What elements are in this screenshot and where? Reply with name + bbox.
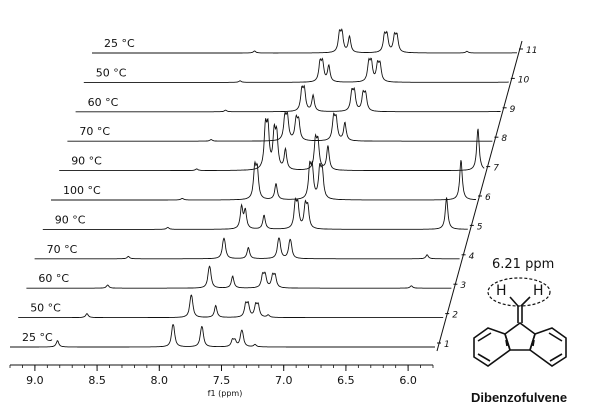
five-membered-ring [504, 322, 536, 351]
spectrum-trace-11 [92, 28, 517, 54]
temperature-label: 90 °C [71, 155, 102, 168]
temperature-label: 25 °C [104, 37, 135, 50]
left-ring-inner-2 [477, 353, 491, 362]
stack-index-label: 11 [526, 46, 537, 56]
x-tick-label: 6.0 [399, 374, 417, 387]
temperature-label: 25 °C [22, 331, 53, 344]
axes-layer [9, 40, 523, 371]
x-tick-label: 8.0 [151, 374, 169, 387]
dibenzofulvene-structure [473, 277, 567, 367]
right-ring-inner-3 [532, 339, 535, 347]
temperature-label: 100 °C [63, 184, 101, 197]
temperature-label: 70 °C [47, 243, 78, 256]
temperature-label: 90 °C [55, 213, 86, 226]
temperature-label: 50 °C [30, 302, 61, 315]
left-ring-inner-1 [477, 332, 492, 342]
stack-index-label: 10 [518, 75, 530, 85]
right-ring-inner-2 [549, 353, 563, 362]
ch-bond-right [520, 296, 531, 307]
stack-index-label: 1 [444, 340, 450, 350]
x-axis-label: f1 (ppm) [208, 389, 243, 398]
stack-index-label: 2 [452, 311, 458, 321]
chemical-shift-label: 6.21 ppm [492, 257, 555, 272]
x-tick-label: 6.5 [337, 374, 355, 387]
stack-index-label: 4 [469, 252, 475, 262]
spectrum-trace-4 [34, 237, 460, 260]
temperature-label: 60 °C [88, 96, 119, 109]
spectrum-trace-7 [59, 117, 485, 172]
spectrum-trace-1 [10, 324, 435, 348]
left-benzene-ring [473, 327, 511, 367]
stack-index-label: 6 [485, 193, 491, 203]
x-tick-label: 8.5 [88, 374, 106, 387]
temperature-label: 50 °C [96, 66, 127, 79]
temperature-label: 70 °C [79, 125, 110, 138]
x-tick-label: 7.5 [213, 374, 231, 387]
ch-bond-left [509, 296, 519, 307]
stack-index-label: 9 [510, 105, 516, 115]
hydrogen-left-label: H [496, 283, 507, 299]
traces-layer [10, 28, 517, 348]
right-benzene-ring [529, 327, 567, 367]
stack-index-label: 7 [493, 164, 499, 174]
right-ring-inner-1 [548, 332, 563, 342]
spectrum-trace-5 [42, 196, 468, 230]
x-tick-label: 9.0 [26, 374, 44, 387]
spectrum-trace-9 [75, 84, 501, 113]
stack-index-label: 8 [501, 134, 507, 144]
spectrum-trace-10 [83, 57, 509, 83]
left-ring-inner-3 [505, 339, 508, 347]
spectrum-trace-8 [67, 111, 493, 142]
spectrum-trace-6 [51, 160, 476, 201]
spectrum-trace-3 [26, 265, 452, 289]
x-tick-label: 7.0 [275, 374, 293, 387]
spectrum-trace-2 [18, 294, 444, 319]
proton-highlight-ellipse [487, 277, 551, 307]
temperature-label: 60 °C [38, 272, 69, 285]
compound-name: Dibenzofulvene [471, 390, 568, 405]
stack-index-label: 5 [477, 222, 483, 232]
hydrogen-right-label: H [533, 283, 544, 299]
stack-index-label: 3 [460, 281, 466, 291]
labels-layer: 9.0 8.5 8.0 7.5 7.0 6.5 6.0 f1 (ppm) 25 °C 1 50 °C… [22, 37, 537, 398]
